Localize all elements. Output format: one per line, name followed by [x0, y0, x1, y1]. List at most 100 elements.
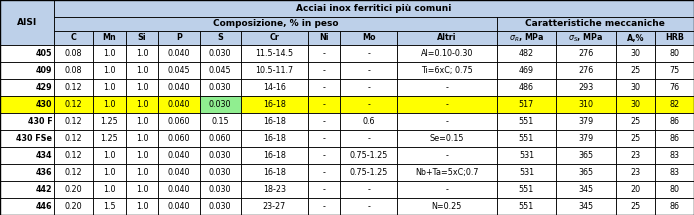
Text: 1.0: 1.0 — [136, 49, 149, 58]
Text: 1.25: 1.25 — [101, 117, 119, 126]
Bar — [308, 45, 341, 62]
Bar — [341, 198, 397, 215]
Text: -: - — [446, 83, 448, 92]
Bar — [557, 181, 616, 198]
Bar — [126, 164, 158, 181]
Text: 517: 517 — [519, 100, 534, 109]
Bar — [397, 130, 497, 147]
Text: 23-27: 23-27 — [263, 202, 286, 211]
Text: -: - — [323, 49, 325, 58]
Bar — [126, 62, 158, 79]
Bar — [199, 198, 241, 215]
Bar — [341, 198, 397, 215]
Bar — [126, 113, 158, 130]
Bar — [397, 79, 497, 96]
Bar — [557, 96, 616, 113]
Bar — [54, 79, 93, 96]
Bar — [158, 113, 199, 130]
Bar — [341, 113, 397, 130]
Text: -: - — [367, 83, 370, 92]
Bar — [241, 181, 308, 198]
Bar — [241, 79, 308, 96]
Text: AISI: AISI — [17, 18, 37, 27]
Bar — [341, 79, 397, 96]
Text: 25: 25 — [630, 117, 641, 126]
Text: -: - — [323, 117, 325, 126]
Text: HRB: HRB — [665, 34, 684, 43]
Bar — [497, 79, 557, 96]
Bar — [308, 96, 341, 113]
Bar — [93, 181, 126, 198]
Text: 551: 551 — [519, 117, 534, 126]
Bar — [54, 31, 93, 45]
Bar — [0, 62, 54, 79]
Text: 0.040: 0.040 — [168, 168, 190, 177]
Bar — [199, 164, 241, 181]
Bar — [158, 62, 199, 79]
Text: 14-16: 14-16 — [263, 83, 286, 92]
Bar — [241, 147, 308, 164]
Bar — [241, 113, 308, 130]
Text: 430 F: 430 F — [28, 117, 52, 126]
Bar — [655, 198, 694, 215]
Bar — [497, 181, 557, 198]
Text: 18-23: 18-23 — [263, 185, 286, 194]
Bar — [199, 96, 241, 113]
Bar — [93, 31, 126, 45]
Bar — [54, 130, 93, 147]
Bar — [126, 164, 158, 181]
Bar — [126, 130, 158, 147]
Text: 1.0: 1.0 — [136, 202, 149, 211]
Bar — [557, 164, 616, 181]
Bar — [341, 147, 397, 164]
Bar — [397, 45, 497, 62]
Bar — [497, 181, 557, 198]
Bar — [557, 62, 616, 79]
Text: 436: 436 — [35, 168, 52, 177]
Bar — [241, 130, 308, 147]
Text: 0.040: 0.040 — [168, 185, 190, 194]
Text: 30: 30 — [630, 83, 641, 92]
Bar — [341, 130, 397, 147]
Bar — [0, 45, 54, 62]
Bar — [308, 62, 341, 79]
Bar — [54, 31, 93, 45]
Text: 0.75-1.25: 0.75-1.25 — [350, 151, 388, 160]
Bar — [655, 79, 694, 96]
Text: 379: 379 — [579, 117, 594, 126]
Bar — [241, 181, 308, 198]
Bar — [0, 62, 54, 79]
Text: 0.12: 0.12 — [65, 83, 83, 92]
Bar — [126, 96, 158, 113]
Text: 20: 20 — [630, 185, 641, 194]
Bar — [158, 164, 199, 181]
Bar — [93, 164, 126, 181]
Bar — [54, 164, 93, 181]
Bar — [341, 45, 397, 62]
Text: Si: Si — [137, 34, 146, 43]
Bar — [199, 147, 241, 164]
Bar — [557, 147, 616, 164]
Bar — [497, 113, 557, 130]
Bar — [616, 130, 655, 147]
Bar — [126, 62, 158, 79]
Bar — [341, 147, 397, 164]
Bar — [341, 181, 397, 198]
Bar — [616, 96, 655, 113]
Bar — [241, 198, 308, 215]
Bar — [93, 147, 126, 164]
Bar — [0, 198, 54, 215]
Text: -: - — [367, 66, 370, 75]
Bar — [93, 130, 126, 147]
Text: 0.040: 0.040 — [168, 202, 190, 211]
Text: -: - — [323, 83, 325, 92]
Text: $\sigma_R$, MPa: $\sigma_R$, MPa — [509, 32, 544, 44]
Bar — [54, 45, 93, 62]
Text: 1.0: 1.0 — [103, 151, 116, 160]
Text: 80: 80 — [670, 49, 679, 58]
Bar — [0, 147, 54, 164]
Text: 434: 434 — [35, 151, 52, 160]
Text: -: - — [323, 100, 325, 109]
Bar — [126, 130, 158, 147]
Bar — [0, 181, 54, 198]
